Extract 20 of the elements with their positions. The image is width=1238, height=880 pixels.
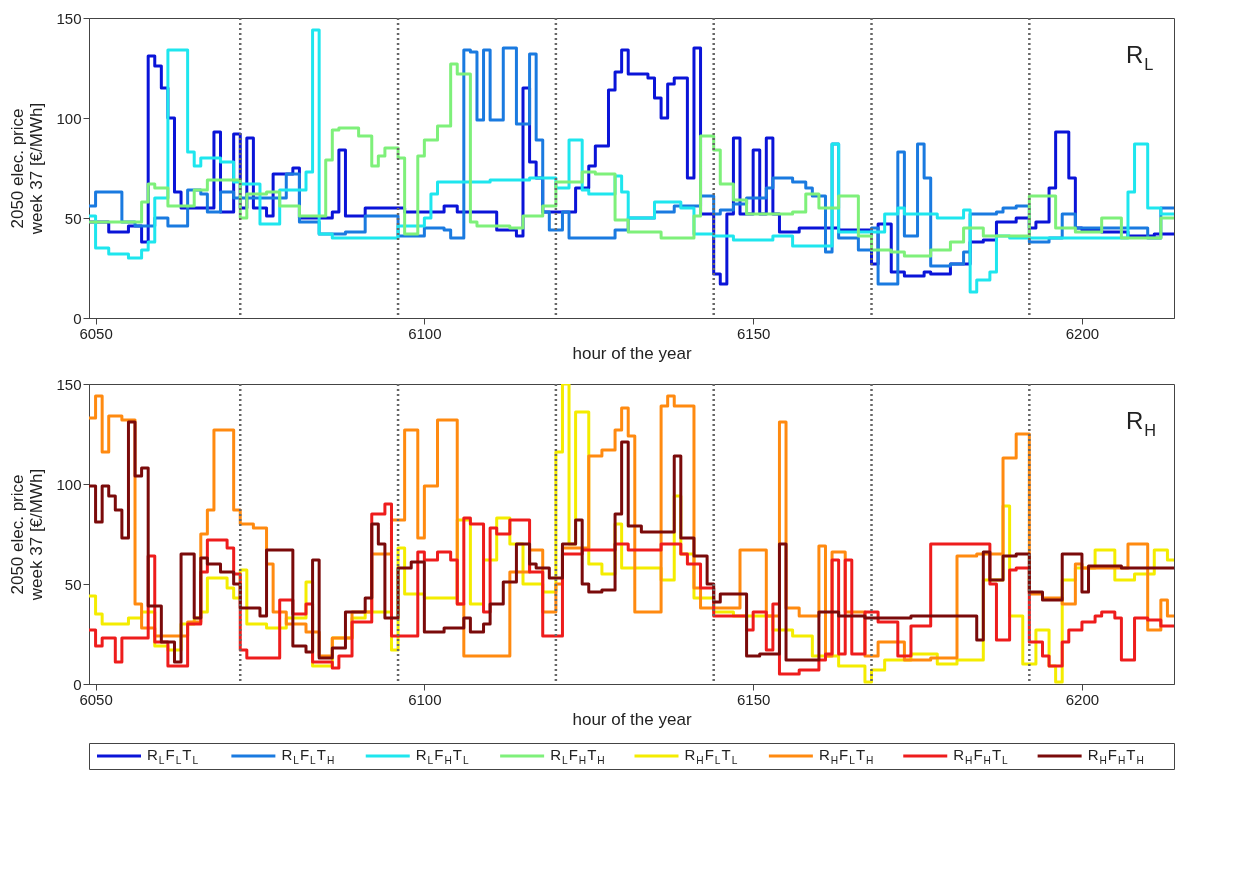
x-tick-label: 6050 [79, 324, 113, 342]
y-tick-label: 0 [73, 309, 82, 327]
y-tick-label: 100 [56, 475, 82, 493]
y-tick-label: 50 [64, 575, 82, 593]
x-tick-label: 6100 [408, 690, 442, 708]
x-tick-label: 6100 [408, 324, 442, 342]
x-tick-label: 6150 [736, 690, 771, 708]
y-axis-title: 2050 elec. price week 37 [€/MWh] [8, 468, 47, 602]
y-tick-label: 100 [56, 109, 82, 127]
y-tick-label: 150 [56, 375, 82, 393]
x-tick-label: 6050 [79, 690, 113, 708]
x-tick-label: 6200 [1065, 690, 1100, 708]
x-tick-label: 6200 [1065, 324, 1100, 342]
x-axis-title: hour of the year [572, 709, 692, 729]
x-tick-label: 6150 [736, 324, 771, 342]
y-axis-title: 2050 elec. price week 37 [€/MWh] [8, 102, 47, 236]
y-tick-label: 150 [56, 9, 82, 27]
x-axis-title: hour of the year [572, 343, 692, 363]
y-tick-label: 50 [64, 209, 82, 227]
y-tick-label: 0 [73, 675, 82, 693]
